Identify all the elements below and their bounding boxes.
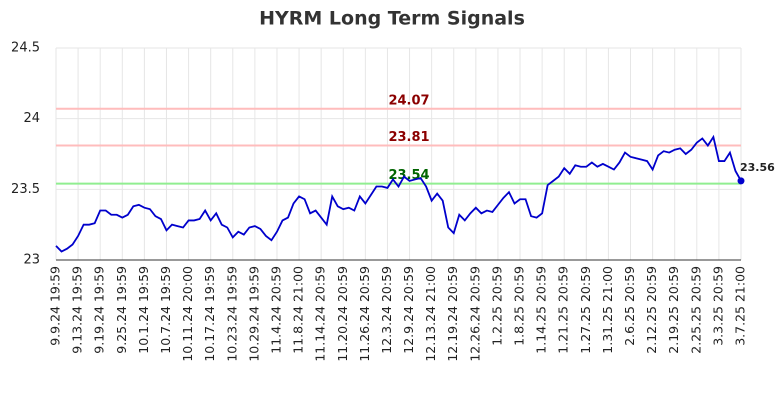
x-tick-label: 1.14.25 20:59	[534, 266, 549, 354]
y-tick-label: 23	[23, 253, 40, 268]
x-tick-label: 10.23.24 19:59	[224, 266, 239, 362]
x-tick-label: 3.7.25 21:00	[733, 266, 748, 346]
x-tick-label: 2.12.25 20:59	[644, 266, 659, 354]
x-tick-label: 10.11.24 20:00	[180, 266, 195, 362]
x-tick-label: 10.1.24 19:59	[136, 266, 151, 354]
x-tick-label: 12.3.24 20:59	[379, 266, 394, 354]
x-tick-label: 9.25.24 19:59	[114, 266, 129, 354]
chart-title: HYRM Long Term Signals	[259, 8, 525, 30]
x-tick-label: 2.25.25 20:59	[688, 266, 703, 354]
y-tick-label: 24	[23, 111, 40, 126]
x-tick-label: 11.14.24 20:59	[313, 266, 328, 362]
x-tick-label: 12.9.24 20:59	[401, 266, 416, 354]
x-tick-label: 3.3.25 20:59	[710, 266, 725, 346]
x-tick-label: 11.20.24 20:59	[335, 266, 350, 362]
y-tick-label: 23.5	[11, 182, 40, 197]
x-tick-label: 9.13.24 19:59	[70, 266, 85, 354]
x-tick-label: 12.13.24 21:00	[423, 266, 438, 362]
x-tick-label: 11.8.24 21:00	[291, 266, 306, 354]
reference-label: 23.54	[388, 168, 429, 183]
x-tick-label: 2.19.25 20:59	[666, 266, 681, 354]
x-tick-label: 9.9.24 19:59	[48, 266, 63, 346]
reference-label: 23.81	[388, 130, 429, 145]
x-tick-label: 1.2.25 20:59	[489, 266, 504, 346]
x-tick-label: 10.29.24 19:59	[246, 266, 261, 362]
last-value-label: 23.56	[740, 161, 775, 174]
x-tick-label: 11.4.24 20:59	[268, 266, 283, 354]
last-point	[737, 177, 745, 185]
reference-label: 24.07	[388, 93, 429, 108]
x-tick-label: 1.27.25 20:59	[578, 266, 593, 354]
x-tick-label: 10.17.24 19:59	[202, 266, 217, 362]
x-tick-label: 12.19.24 20:59	[445, 266, 460, 362]
y-tick-label: 24.5	[11, 41, 40, 56]
x-tick-label: 9.19.24 19:59	[92, 266, 107, 354]
price-line	[55, 134, 742, 253]
x-tick-label: 12.26.24 20:59	[467, 266, 482, 362]
x-tick-label: 1.21.25 20:59	[556, 266, 571, 354]
x-tick-label: 1.31.25 21:00	[600, 266, 615, 354]
x-tick-label: 2.6.25 20:59	[622, 266, 637, 346]
x-tick-label: 10.7.24 19:59	[158, 266, 173, 354]
x-tick-label: 11.26.24 20:59	[357, 266, 372, 362]
x-tick-label: 1.8.25 20:59	[512, 266, 527, 346]
